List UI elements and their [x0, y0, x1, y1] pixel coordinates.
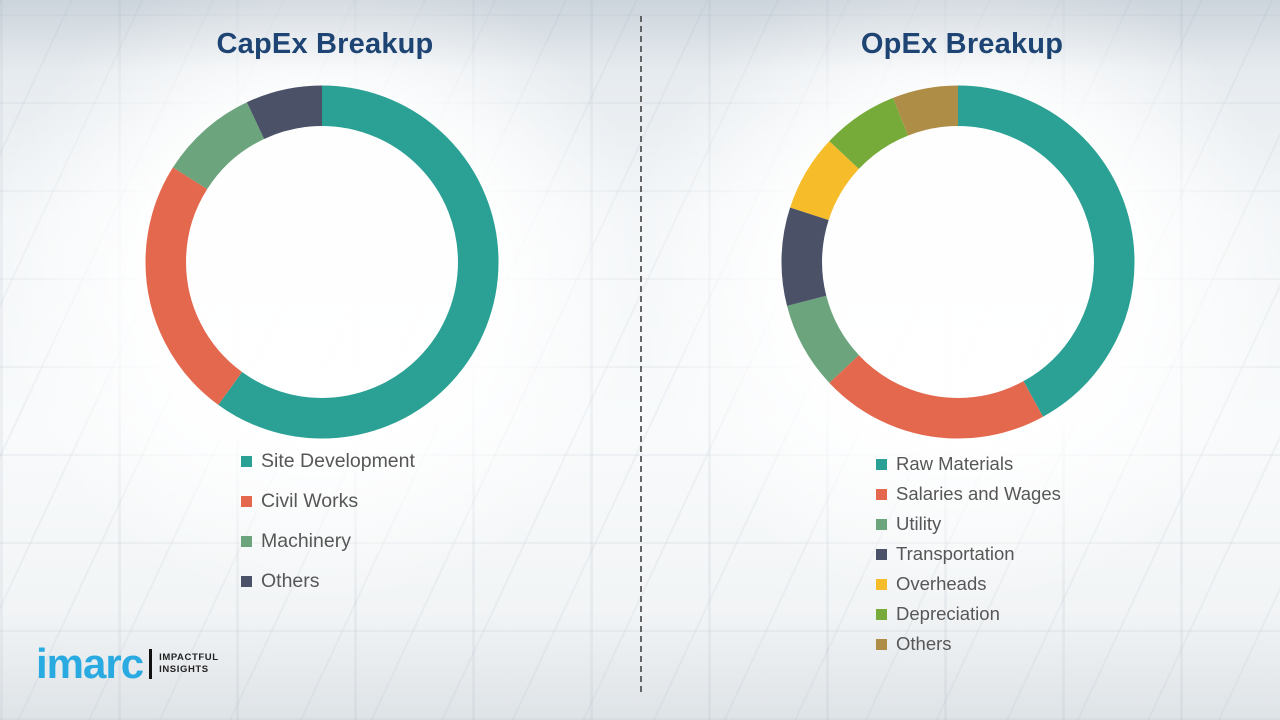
capex-donut-chart: [144, 84, 500, 440]
dashed-divider: [640, 16, 642, 692]
donut-segment-others: [145, 85, 499, 439]
capex-chart-title: CapEx Breakup: [216, 28, 434, 60]
opex-donut-chart: [780, 84, 1136, 440]
legend-marker: [876, 638, 887, 650]
legend-item-others: Others: [876, 633, 1061, 655]
legend-item-utility: Utility: [876, 513, 1061, 535]
legend-marker: [876, 608, 887, 620]
legend-marker: [241, 496, 252, 507]
legend-item-raw-materials: Raw Materials: [876, 453, 1061, 475]
imarc-logo: imarc IMPACTFUL INSIGHTS: [36, 643, 219, 685]
legend-item-others: Others: [241, 570, 415, 593]
opex-legend: Raw Materials Salaries and Wages Utility Tr…: [876, 453, 1061, 663]
legend-marker: [241, 456, 252, 467]
imarc-logo-tagline-line1: IMPACTFUL: [159, 652, 219, 664]
legend-marker: [876, 578, 887, 590]
legend-marker: [876, 518, 887, 530]
imarc-logo-divider-bar: [149, 649, 153, 679]
imarc-logo-wordmark: imarc: [36, 640, 144, 687]
legend-label: Site Development: [261, 450, 415, 472]
legend-label: Transportation: [896, 543, 1015, 564]
imarc-logo-tagline-line2: INSIGHTS: [159, 664, 209, 675]
legend-item-salaries-and-wages: Salaries and Wages: [876, 483, 1061, 505]
imarc-logo-tagline: IMPACTFUL INSIGHTS: [159, 652, 219, 676]
legend-label: Civil Works: [261, 490, 359, 512]
donut-segment-civil-works: [145, 85, 499, 439]
legend-item-transportation: Transportation: [876, 543, 1061, 565]
capex-legend: Site Development Civil Works Machinery Othe…: [241, 450, 415, 610]
legend-item-overheads: Overheads: [876, 573, 1061, 595]
legend-item-site-development: Site Development: [241, 450, 415, 473]
legend-label: Others: [896, 633, 952, 654]
legend-marker: [241, 576, 252, 587]
legend-label: Others: [261, 570, 320, 592]
donut-segment-others: [781, 85, 1135, 439]
legend-marker: [876, 488, 887, 500]
legend-marker: [876, 548, 887, 560]
legend-marker: [876, 458, 887, 470]
legend-label: Depreciation: [896, 603, 1000, 624]
legend-item-machinery: Machinery: [241, 530, 415, 553]
legend-label: Salaries and Wages: [896, 483, 1061, 504]
donut-segment-salaries-and-wages: [781, 85, 1135, 439]
opex-chart-title: OpEx Breakup: [860, 28, 1064, 60]
legend-label: Utility: [896, 513, 942, 534]
legend-marker: [241, 536, 252, 547]
legend-label: Machinery: [261, 530, 351, 552]
legend-item-depreciation: Depreciation: [876, 603, 1061, 625]
donut-segment-transportation: [781, 85, 1135, 439]
legend-label: Overheads: [896, 573, 987, 594]
legend-item-civil-works: Civil Works: [241, 490, 415, 513]
legend-label: Raw Materials: [896, 453, 1014, 474]
